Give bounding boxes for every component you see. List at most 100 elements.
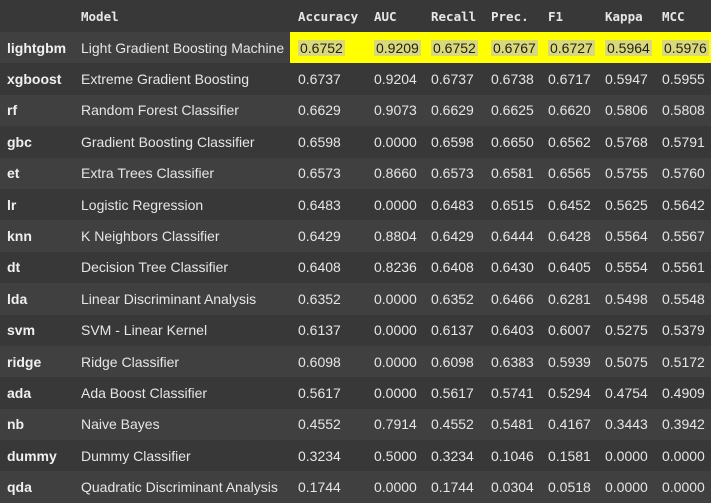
- row-index: ada: [7, 384, 32, 401]
- model-name-cell: Linear Discriminant Analysis: [81, 290, 257, 307]
- accuracy-cell: 0.6352: [298, 290, 341, 307]
- kappa-cell: 0.5947: [605, 71, 648, 88]
- accuracy-cell: 0.3234: [298, 447, 341, 464]
- header-accuracy[interactable]: Accuracy: [298, 8, 359, 24]
- mcc-cell: 0.4909: [662, 384, 705, 401]
- model-name-cell: Dummy Classifier: [81, 447, 191, 464]
- model-name-cell: Gradient Boosting Classifier: [81, 133, 255, 150]
- kappa-cell: 0.5964: [597, 39, 654, 56]
- mcc-value: 0.5976: [662, 39, 709, 56]
- prec-cell: 0.6403: [491, 322, 534, 339]
- accuracy-cell: 0.4552: [298, 416, 341, 433]
- mcc-cell: 0.5172: [662, 353, 705, 370]
- mcc-cell: 0.5760: [662, 165, 705, 182]
- f1-cell: 0.6562: [548, 133, 591, 150]
- f1-cell: 0.6007: [548, 322, 591, 339]
- recall-cell: 0.6573: [431, 165, 474, 182]
- auc-cell: 0.0000: [374, 290, 417, 307]
- row-index: lda: [7, 290, 28, 307]
- prec-cell: 0.0304: [491, 479, 534, 496]
- header-kappa[interactable]: Kappa: [605, 8, 643, 24]
- header-mcc[interactable]: MCC: [662, 8, 685, 24]
- table-row: rf Random Forest Classifier 0.6629 0.9073 0.…: [0, 94, 711, 127]
- accuracy-cell: 0.6573: [298, 165, 341, 182]
- header-f1[interactable]: F1: [548, 8, 564, 24]
- mcc-cell: 0.5976: [654, 39, 711, 56]
- f1-cell: 0.0518: [548, 479, 591, 496]
- kappa-cell: 0.0000: [605, 479, 648, 496]
- f1-value: 0.6727: [548, 39, 595, 56]
- header-prec[interactable]: Prec.: [491, 8, 529, 24]
- prec-cell: 0.6466: [491, 290, 534, 307]
- prec-cell: 0.6515: [491, 196, 534, 213]
- mcc-cell: 0.3942: [662, 416, 705, 433]
- auc-cell: 0.9073: [374, 102, 417, 119]
- auc-cell: 0.0000: [374, 133, 417, 150]
- table-row: lda Linear Discriminant Analysis 0.6352 0.0…: [0, 283, 711, 315]
- kappa-value: 0.5964: [605, 39, 652, 56]
- table-row: ridge Ridge Classifier 0.6098 0.0000 0.6098 0…: [0, 345, 711, 378]
- recall-cell: 0.6737: [431, 71, 474, 88]
- recall-cell: 0.4552: [431, 416, 474, 433]
- mcc-cell: 0.5791: [662, 133, 705, 150]
- kappa-cell: 0.5625: [605, 196, 648, 213]
- prec-cell: 0.6581: [491, 165, 534, 182]
- f1-cell: 0.1581: [548, 447, 591, 464]
- f1-cell: 0.6620: [548, 102, 591, 119]
- f1-cell: 0.4167: [548, 416, 591, 433]
- table-row: svm SVM - Linear Kernel 0.6137 0.0000 0.6137…: [0, 314, 711, 346]
- mcc-cell: 0.5955: [662, 71, 705, 88]
- kappa-cell: 0.3443: [605, 416, 648, 433]
- auc-cell: 0.8236: [374, 259, 417, 276]
- kappa-cell: 0.5768: [605, 133, 648, 150]
- model-name-cell: Ridge Classifier: [81, 353, 180, 370]
- recall-cell: 0.6483: [431, 196, 474, 213]
- table-row: xgboost Extreme Gradient Boosting 0.6737 0.…: [0, 63, 711, 95]
- mcc-cell: 0.5379: [662, 322, 705, 339]
- row-index: et: [7, 165, 20, 182]
- recall-cell: 0.5617: [431, 384, 474, 401]
- header-auc[interactable]: AUC: [374, 8, 397, 24]
- recall-cell: 0.6408: [431, 259, 474, 276]
- row-index: lightgbm: [7, 39, 67, 56]
- accuracy-cell: 0.6137: [298, 322, 341, 339]
- auc-cell: 0.9209: [366, 39, 423, 56]
- row-index: rf: [7, 102, 18, 119]
- auc-value: 0.9209: [374, 39, 421, 56]
- f1-cell: 0.6405: [548, 259, 591, 276]
- table-row: ada Ada Boost Classifier 0.5617 0.0000 0.561…: [0, 377, 711, 409]
- auc-cell: 0.0000: [374, 479, 417, 496]
- auc-cell: 0.8660: [374, 165, 417, 182]
- header-recall[interactable]: Recall: [431, 8, 477, 24]
- auc-cell: 0.9204: [374, 71, 417, 88]
- model-name-cell: Quadratic Discriminant Analysis: [81, 479, 278, 496]
- row-index: dt: [7, 259, 21, 276]
- kappa-cell: 0.5755: [605, 165, 648, 182]
- model-name-cell: Ada Boost Classifier: [81, 384, 208, 401]
- f1-cell: 0.5939: [548, 353, 591, 370]
- recall-cell: 0.6137: [431, 322, 474, 339]
- model-name-cell: K Neighbors Classifier: [81, 228, 220, 245]
- row-index: dummy: [7, 447, 57, 464]
- auc-cell: 0.5000: [374, 447, 417, 464]
- model-name-cell: Extra Trees Classifier: [81, 165, 215, 182]
- table-row: et Extra Trees Classifier 0.6573 0.8660 0.65…: [0, 157, 711, 189]
- prec-cell: 0.6444: [491, 228, 534, 245]
- prec-cell: 0.6738: [491, 71, 534, 88]
- f1-cell: 0.6452: [548, 196, 591, 213]
- kappa-cell: 0.5564: [605, 228, 648, 245]
- table-row: nb Naive Bayes 0.4552 0.7914 0.4552 0.5481 0.4…: [0, 408, 711, 441]
- accuracy-cell: 0.6098: [298, 353, 341, 370]
- accuracy-value: 0.6752: [298, 39, 345, 56]
- row-index: knn: [7, 228, 32, 245]
- header-model[interactable]: Model: [81, 8, 119, 24]
- auc-cell: 0.0000: [374, 353, 417, 370]
- prec-cell: 0.1046: [491, 447, 534, 464]
- kappa-cell: 0.5275: [605, 322, 648, 339]
- row-index: qda: [7, 479, 32, 496]
- f1-cell: 0.6717: [548, 71, 591, 88]
- recall-value: 0.6752: [431, 39, 478, 56]
- recall-cell: 0.6352: [431, 290, 474, 307]
- kappa-cell: 0.5554: [605, 259, 648, 276]
- accuracy-cell: 0.6752: [290, 39, 366, 56]
